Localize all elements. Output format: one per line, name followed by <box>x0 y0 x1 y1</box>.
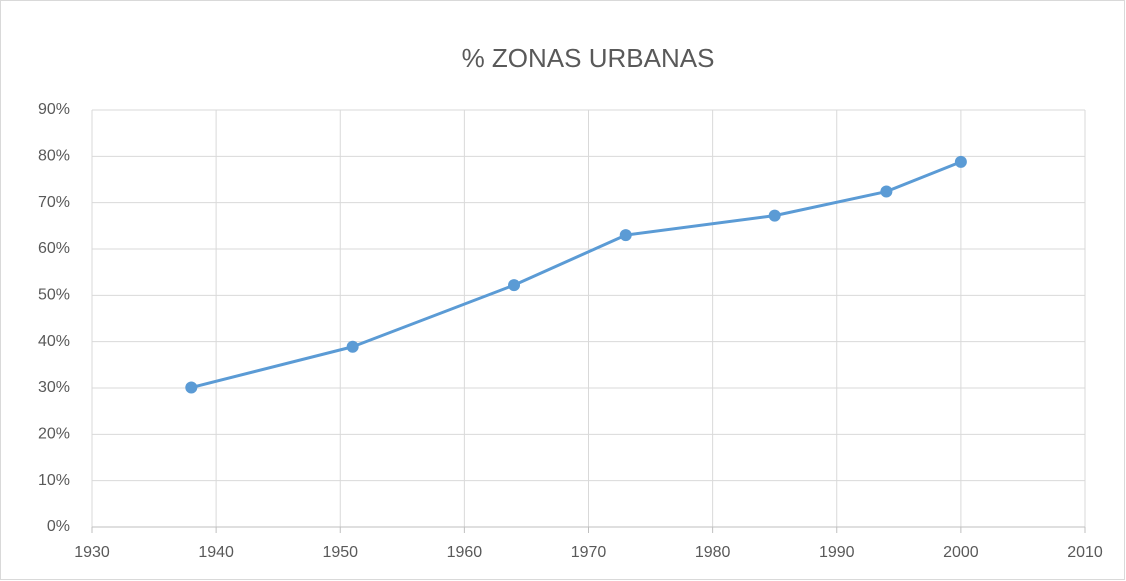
y-tick-label: 30% <box>38 379 70 396</box>
y-tick-label: 50% <box>38 287 70 304</box>
x-tick-label: 1950 <box>322 544 358 561</box>
x-tick-label: 1960 <box>447 544 483 561</box>
x-tick-label: 2000 <box>943 544 979 561</box>
data-point <box>619 229 632 242</box>
data-point <box>508 279 521 292</box>
chart-title: % ZONAS URBANAS <box>462 43 715 73</box>
y-tick-label: 0% <box>47 518 70 535</box>
x-tick-label: 1940 <box>198 544 234 561</box>
y-tick-label: 40% <box>38 333 70 350</box>
y-tick-label: 80% <box>38 148 70 165</box>
y-tick-label: 20% <box>38 426 70 443</box>
y-tick-label: 60% <box>38 240 70 257</box>
x-tick-label: 1990 <box>819 544 855 561</box>
x-tick-label: 1930 <box>74 544 110 561</box>
x-tick-label: 1980 <box>695 544 731 561</box>
data-point <box>954 155 967 168</box>
y-tick-label: 70% <box>38 194 70 211</box>
data-point <box>880 185 893 198</box>
x-tick-label: 1970 <box>571 544 607 561</box>
x-tick-label: 2010 <box>1067 544 1103 561</box>
data-point <box>768 209 781 222</box>
y-tick-label: 10% <box>38 472 70 489</box>
y-tick-label: 90% <box>38 101 70 118</box>
data-point <box>185 381 198 394</box>
data-point <box>346 340 359 353</box>
